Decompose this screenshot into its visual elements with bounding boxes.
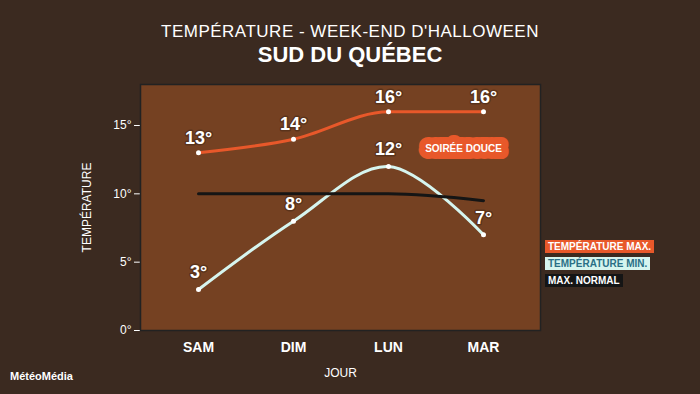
svg-text:TEMPÉRATURE: TEMPÉRATURE — [79, 163, 94, 253]
svg-text:0°: 0° — [120, 323, 132, 337]
svg-text:MAR: MAR — [468, 339, 500, 355]
html-text:SUD DU QUÉBEC: SUD DU QUÉBEC — [257, 42, 443, 67]
svg-text:3°: 3° — [190, 262, 207, 282]
svg-text:SOIRÉE DOUCE: SOIRÉE DOUCE — [425, 142, 502, 154]
svg-text:16°: 16° — [470, 87, 497, 107]
svg-text:14°: 14° — [280, 114, 307, 134]
svg-text:10°: 10° — [113, 187, 131, 201]
svg-text:DIM: DIM — [281, 339, 307, 355]
svg-text:SAM: SAM — [183, 339, 214, 355]
svg-text:5°: 5° — [120, 255, 132, 269]
html-text:TEMPÉRATURE - WEEK-END D'HALLO: TEMPÉRATURE - WEEK-END D'HALLOWEEN — [161, 22, 539, 41]
svg-text:13°: 13° — [185, 128, 212, 148]
html-text:TEMPÉRATURE MIN.: TEMPÉRATURE MIN. — [548, 258, 648, 269]
svg-text:JOUR: JOUR — [324, 366, 357, 380]
svg-text:LUN: LUN — [374, 339, 403, 355]
svg-text:12°: 12° — [375, 139, 402, 159]
svg-text:15°: 15° — [113, 118, 131, 132]
svg-text:16°: 16° — [375, 87, 402, 107]
svg-text:7°: 7° — [475, 208, 492, 228]
svg-text:8°: 8° — [285, 194, 302, 214]
html-text:TEMPÉRATURE MAX.: TEMPÉRATURE MAX. — [548, 241, 652, 252]
html-text:MétéoMédia: MétéoMédia — [10, 370, 73, 382]
html-text:MAX. NORMAL: MAX. NORMAL — [548, 275, 620, 286]
